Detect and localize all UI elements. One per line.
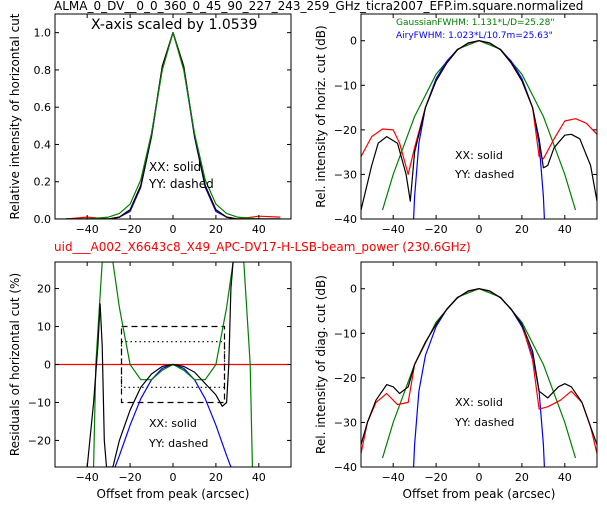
x-tick-label: 40 <box>558 471 572 484</box>
series-line-1 <box>65 31 281 219</box>
figure-title: ALMA_0_DV__0_0_360_0_45_90_227_243_259_G… <box>54 0 583 13</box>
annotation: YY: dashed <box>454 168 514 181</box>
figure-subtitle: uid___A002_X6643c8_X49_APC-DV17-H-LSB-be… <box>54 240 471 254</box>
x-tick-label: −20 <box>118 471 141 484</box>
y-tick-label: 0.6 <box>34 101 52 114</box>
y-tick-label: −20 <box>334 372 357 385</box>
x-tick-label: −20 <box>424 223 447 236</box>
y-tick-label: −10 <box>28 396 51 409</box>
y-tick-label: −30 <box>334 168 357 181</box>
x-tick-label: 0 <box>170 223 177 236</box>
chart-bottom-left: −40 −20 0 20 40 −20 −10 0 10 20 Offset from peak (… <box>8 261 292 501</box>
y-tick-label: 0.0 <box>34 213 52 226</box>
x-tick-label: 20 <box>515 223 529 236</box>
x-tick-label: 20 <box>515 471 529 484</box>
series-group <box>55 31 291 219</box>
chart-panels: −40 −20 0 20 40 0.0 0.2 0.4 0.6 0.8 1.0 Relative in… <box>8 13 598 501</box>
y-tick-label: 0 <box>44 359 51 372</box>
y-tick-label: 0.4 <box>34 138 52 151</box>
annotation: XX: solid <box>149 160 201 174</box>
x-tick-label: 0 <box>170 471 177 484</box>
x-tick-label: 0 <box>476 471 483 484</box>
y-tick-label: −10 <box>334 327 357 340</box>
annotation: YY: dashed <box>454 416 514 429</box>
series-line-1 <box>413 288 545 467</box>
y-tick-label: 0.2 <box>34 176 52 189</box>
plot-frame <box>360 13 598 220</box>
y-axis-label: Residuals of horizontal cut (%) <box>8 273 22 456</box>
annotation: AiryFWHM: 1.023*L/10.7m=25.63" <box>396 31 553 41</box>
series-line-3 <box>55 31 291 219</box>
y-tick-label: −10 <box>334 79 357 92</box>
y-tick-label: 0 <box>350 35 357 48</box>
y-tick-label: 0 <box>350 283 357 296</box>
plot-frame <box>360 261 598 468</box>
y-tick-label: −20 <box>28 434 51 447</box>
y-tick-label: 0.8 <box>34 64 52 77</box>
series-line-2 <box>120 341 226 388</box>
x-axis-label: Offset from peak (arcsec) <box>97 487 250 501</box>
series-line-3 <box>114 363 232 467</box>
y-tick-label: 10 <box>37 321 51 334</box>
y-tick-label: 20 <box>37 283 51 296</box>
x-tick-label: 40 <box>252 223 266 236</box>
x-tick-label: 40 <box>558 223 572 236</box>
annotation: X-axis scaled by 1.0539 <box>91 17 257 33</box>
annotation: XX: solid <box>455 396 503 409</box>
series-line-2 <box>65 31 281 219</box>
y-axis-label: Relative intensity of horizontal cut <box>8 13 22 219</box>
x-tick-label: −40 <box>382 471 405 484</box>
series-line-1 <box>413 40 545 219</box>
x-tick-label: 20 <box>209 471 223 484</box>
y-tick-label: −40 <box>334 213 357 226</box>
y-tick-label: −30 <box>334 416 357 429</box>
x-tick-label: 0 <box>476 223 483 236</box>
y-tick-label: −20 <box>334 124 357 137</box>
x-tick-label: 40 <box>252 471 266 484</box>
series-line-3 <box>361 40 597 211</box>
series-line-0 <box>65 31 281 219</box>
y-tick-label: −40 <box>334 461 357 474</box>
x-tick-label: −40 <box>76 471 99 484</box>
series-line-5 <box>86 262 234 467</box>
y-axis-label: Rel. intensity of diag. cut (dB) <box>314 275 328 454</box>
series-group <box>361 288 597 467</box>
annotation: YY: dashed <box>148 437 208 450</box>
chart-top-right: −40 −20 0 20 40 −40 −30 −20 −10 0 Rel. intensity o… <box>314 13 598 236</box>
annotation: XX: solid <box>455 149 503 162</box>
annotation: XX: solid <box>149 417 197 430</box>
annotation: YY: dashed <box>148 177 214 191</box>
y-axis-label: Rel. intensity of horiz. cut (dB) <box>314 25 328 207</box>
x-tick-label: 20 <box>209 223 223 236</box>
x-tick-label: −20 <box>424 471 447 484</box>
chart-top-left: −40 −20 0 20 40 0.0 0.2 0.4 0.6 0.8 1.0 Relative in… <box>8 13 292 236</box>
series-group <box>55 262 291 467</box>
x-tick-label: −40 <box>382 223 405 236</box>
chart-bottom-right: −40 −20 0 20 40 −40 −30 −20 −10 0 Offset from peak… <box>314 261 598 501</box>
series-group <box>361 40 597 219</box>
annotation: GaussianFWHM: 1.131*L/D=25.28" <box>396 18 554 28</box>
x-tick-label: −40 <box>76 223 99 236</box>
x-axis-label: Offset from peak (arcsec) <box>403 487 556 501</box>
x-tick-label: −20 <box>118 223 141 236</box>
y-tick-label: 1.0 <box>34 27 52 40</box>
series-line-3 <box>361 288 597 445</box>
